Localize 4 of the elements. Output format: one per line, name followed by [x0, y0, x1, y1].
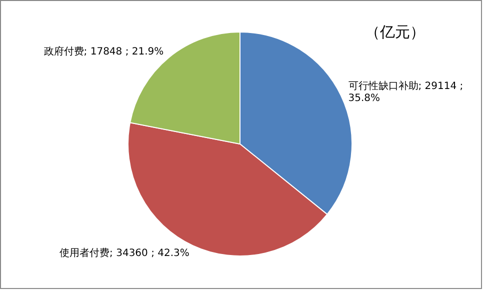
slice-label: 可行性缺口补助; 29114 ; 35.8% — [348, 80, 464, 104]
slice-label: 政府付费; 17848 ; 21.9% — [44, 45, 164, 58]
chart-title: （亿元） — [365, 23, 425, 41]
slice-label: 使用者付费; 34360 ; 42.3% — [60, 246, 190, 259]
